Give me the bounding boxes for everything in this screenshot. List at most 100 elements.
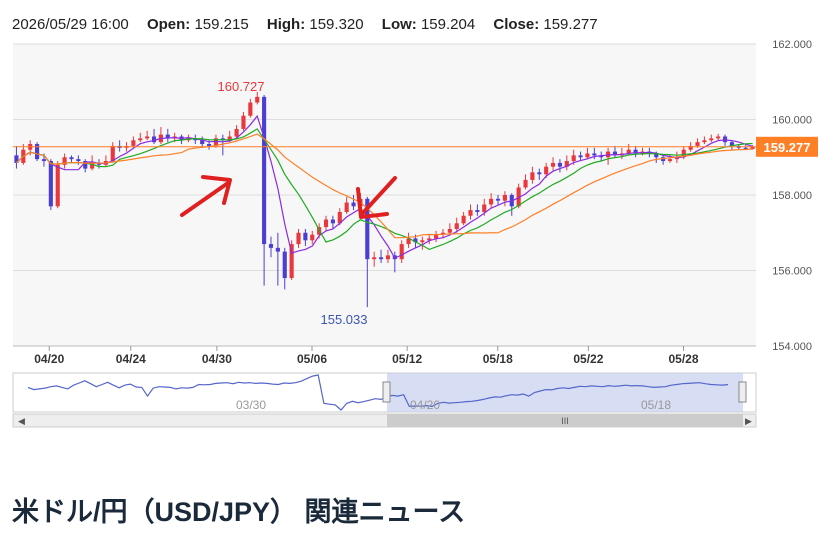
candle[interactable]	[564, 155, 569, 171]
candle-body	[48, 161, 53, 207]
news-section-heading: 米ドル/円（USD/JPY） 関連ニュース	[12, 497, 466, 527]
candle[interactable]	[275, 232, 280, 286]
candle[interactable]	[385, 249, 391, 263]
ohlc-high-value: 159.320	[309, 16, 364, 33]
candle-body	[743, 147, 748, 149]
candle-body	[282, 251, 287, 279]
candle-body	[268, 244, 274, 248]
candle[interactable]	[454, 217, 459, 233]
candle[interactable]	[55, 161, 60, 209]
candle[interactable]	[378, 249, 384, 263]
candle[interactable]	[234, 125, 239, 139]
candle[interactable]	[468, 204, 473, 220]
candle-body	[557, 162, 562, 167]
navigator-selection[interactable]	[387, 373, 743, 412]
candle[interactable]	[461, 211, 466, 226]
candle[interactable]	[550, 157, 556, 171]
candle-body	[654, 153, 659, 158]
y-tick-label: 156.000	[772, 266, 812, 278]
candle[interactable]	[406, 232, 411, 248]
candle[interactable]	[303, 228, 308, 246]
candlestick-chart[interactable]: 154.000 156.000 158.000 160.000 162.000 04/2…	[0, 0, 837, 470]
candle[interactable]	[729, 140, 734, 150]
candle-body	[227, 136, 232, 141]
candle-body	[578, 155, 583, 158]
candle[interactable]	[592, 147, 597, 160]
candle-body	[151, 136, 157, 143]
candle-body	[207, 144, 212, 146]
candle[interactable]	[282, 247, 287, 290]
candle[interactable]	[289, 240, 294, 280]
candle[interactable]	[83, 159, 88, 173]
candle[interactable]	[633, 145, 638, 158]
candle[interactable]	[578, 151, 583, 162]
candle[interactable]	[76, 155, 81, 165]
candle[interactable]	[489, 193, 494, 209]
candle[interactable]	[530, 166, 535, 184]
candle[interactable]	[537, 168, 542, 180]
candle[interactable]	[330, 215, 335, 229]
candle[interactable]	[427, 234, 432, 245]
candle[interactable]	[716, 133, 721, 141]
candle-body	[461, 215, 466, 224]
navigator-tick-0: 03/30	[236, 398, 266, 412]
candle[interactable]	[268, 236, 274, 258]
candle[interactable]	[145, 130, 150, 141]
candle[interactable]	[351, 195, 356, 211]
candle[interactable]	[585, 147, 590, 160]
candle[interactable]	[502, 191, 507, 207]
candle[interactable]	[475, 204, 480, 216]
candle-body	[337, 211, 342, 224]
candle[interactable]	[69, 155, 74, 163]
candle[interactable]	[447, 223, 452, 235]
candle[interactable]	[557, 159, 562, 173]
candle[interactable]	[695, 138, 700, 148]
x-tick-label: 04/20	[34, 352, 64, 366]
candle[interactable]	[14, 145, 19, 169]
candle[interactable]	[516, 183, 521, 209]
candle-body	[131, 140, 136, 146]
candle[interactable]	[702, 136, 707, 145]
annotation-arrow-1	[180, 175, 232, 217]
candle[interactable]	[709, 134, 714, 143]
candle[interactable]	[165, 128, 170, 143]
scroll-right-icon[interactable]: ▶	[745, 416, 752, 426]
candle[interactable]	[344, 196, 349, 214]
navigator-handle-right[interactable]	[738, 381, 747, 403]
candle[interactable]	[241, 111, 246, 131]
candle[interactable]	[495, 195, 501, 205]
candle[interactable]	[62, 153, 67, 169]
candle[interactable]	[420, 236, 425, 250]
candle[interactable]	[599, 151, 604, 162]
candle[interactable]	[399, 240, 404, 263]
candle[interactable]	[434, 230, 439, 243]
candle[interactable]	[131, 136, 136, 148]
candle[interactable]	[323, 215, 329, 231]
candle[interactable]	[35, 142, 40, 162]
candle-body	[310, 234, 315, 241]
x-tick-label: 05/06	[297, 352, 327, 366]
scrollbar-thumb[interactable]	[387, 414, 743, 427]
scroll-left-icon[interactable]: ◀	[18, 416, 25, 426]
candle[interactable]	[337, 208, 342, 226]
candle[interactable]	[138, 132, 143, 143]
candle[interactable]	[612, 145, 618, 158]
candle[interactable]	[296, 228, 301, 248]
candle-body	[440, 232, 446, 235]
candle[interactable]	[151, 128, 157, 145]
candle[interactable]	[310, 230, 315, 245]
candle[interactable]	[440, 228, 446, 239]
candle[interactable]	[248, 98, 253, 118]
x-tick-label: 05/22	[573, 352, 603, 366]
candle[interactable]	[523, 174, 528, 190]
candle-series[interactable]	[14, 91, 755, 308]
navigator-handle-left[interactable]	[382, 381, 391, 403]
candle[interactable]	[262, 94, 267, 286]
candle[interactable]	[110, 142, 115, 163]
candle-body	[626, 149, 631, 154]
candle[interactable]	[372, 251, 377, 267]
candle[interactable]	[255, 91, 260, 105]
y-tick-label: 154.000	[772, 341, 812, 353]
candle[interactable]	[48, 159, 53, 211]
candle[interactable]	[661, 155, 666, 165]
